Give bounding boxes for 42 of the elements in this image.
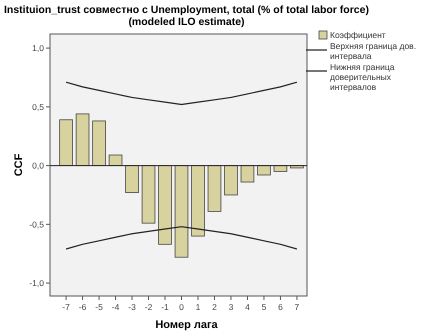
y-tick-label: 0,0	[32, 160, 44, 171]
bar	[224, 165, 238, 196]
y-tick-label: 1,0	[32, 43, 44, 54]
line-series	[65, 226, 298, 250]
legend-label: Верхняя граница дов. интервала	[330, 41, 416, 61]
bar	[257, 165, 271, 176]
y-tick-label: 0,5	[32, 102, 44, 112]
bar	[76, 113, 90, 166]
bar	[274, 165, 288, 172]
bar	[174, 165, 188, 258]
x-tick-label: -5	[95, 302, 104, 312]
bar	[59, 119, 73, 166]
x-tick-label: 5	[262, 302, 267, 312]
legend-label: Нижняя граница доверительных интервалов	[330, 62, 395, 92]
bar	[158, 165, 172, 245]
x-tick-label: 2	[212, 302, 218, 312]
x-axis-title: Номер лага	[155, 319, 219, 331]
bar	[92, 120, 106, 166]
x-tick-label: 6	[278, 302, 284, 312]
chart-title: Instituion_trust совместно с Unemployment, total (% of total labor force) (modeled ILO estimate)	[4, 4, 369, 28]
x-tick-label: -1	[161, 302, 170, 312]
x-tick-label: 4	[245, 302, 250, 312]
x-tick-label: 3	[228, 302, 234, 312]
x-tick-label: -6	[78, 302, 87, 312]
bar	[142, 165, 156, 224]
x-tick-label: -4	[112, 302, 120, 312]
y-axis-title: CCF	[13, 153, 25, 176]
x-tick-label: 7	[294, 302, 300, 312]
bar	[208, 165, 222, 212]
y-tick-label: -0,5	[29, 219, 44, 230]
bar	[240, 165, 254, 182]
x-tick-label: -2	[144, 302, 153, 312]
x-tick-label: 1	[196, 302, 201, 312]
legend-label: Коэффициент	[330, 30, 386, 40]
x-tick-label: 0	[179, 302, 184, 312]
bar	[108, 154, 122, 166]
bar	[125, 165, 139, 194]
bar	[191, 165, 205, 236]
y-tick-label: -1,0	[29, 278, 44, 288]
x-tick-label: -7	[62, 302, 70, 312]
x-tick-label: -3	[128, 302, 136, 312]
line-series	[65, 82, 298, 106]
